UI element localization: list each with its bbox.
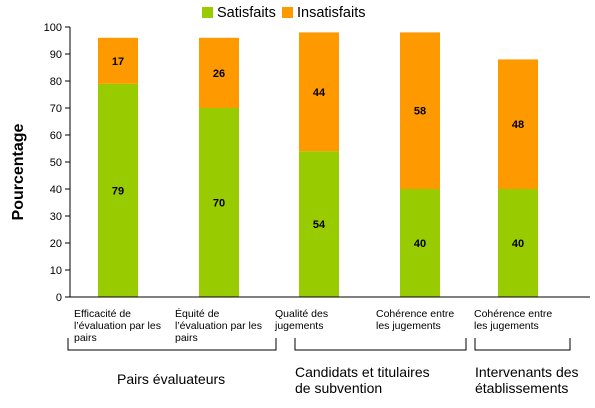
y-tick-label: 40 bbox=[50, 184, 62, 196]
x-category-label: les jugements bbox=[376, 320, 441, 332]
group-label: Intervenants des bbox=[475, 364, 579, 380]
y-tick-label: 0 bbox=[56, 292, 62, 304]
y-axis: 0 10 20 30 40 50 60 70 80 90 100 Pourcentage bbox=[10, 22, 71, 304]
category-groups: Pairs évaluateurs Candidats et titulaires… bbox=[67, 338, 579, 396]
data-label-satisfaits-3: 54 bbox=[313, 219, 326, 231]
x-category-label: Équité de bbox=[175, 307, 220, 320]
bar-satisfaits-4 bbox=[400, 189, 440, 297]
data-label-insatisfaits-5: 48 bbox=[512, 119, 524, 131]
data-label-insatisfaits-3: 44 bbox=[313, 87, 326, 99]
bars: 79 17 70 26 54 44 40 58 40 48 bbox=[98, 32, 538, 297]
y-tick-label: 50 bbox=[50, 157, 62, 169]
group-label: de subvention bbox=[295, 380, 382, 396]
legend-label-insatisfaits: Insatisfaits bbox=[297, 5, 366, 21]
bar-insatisfaits-1 bbox=[98, 37, 138, 84]
y-tick-label: 80 bbox=[50, 76, 62, 88]
bar-insatisfaits-5 bbox=[498, 59, 538, 190]
x-category-label: pairs bbox=[175, 332, 198, 344]
group-bracket bbox=[474, 338, 571, 351]
bar-insatisfaits-3 bbox=[299, 32, 339, 152]
x-category-label: Cohérence entre bbox=[376, 308, 454, 320]
data-label-insatisfaits-1: 17 bbox=[112, 56, 124, 68]
data-label-satisfaits-1: 79 bbox=[112, 185, 124, 197]
data-label-insatisfaits-2: 26 bbox=[213, 68, 225, 80]
y-tick-label: 20 bbox=[50, 238, 62, 250]
y-tick-label: 70 bbox=[50, 103, 62, 115]
data-label-satisfaits-5: 40 bbox=[512, 238, 524, 250]
x-category-label: jugements bbox=[274, 320, 323, 332]
bar-satisfaits-2 bbox=[199, 108, 239, 297]
group-bracket bbox=[67, 338, 277, 351]
bar-insatisfaits-4 bbox=[400, 32, 440, 190]
x-category-label: l’évaluation par les bbox=[175, 320, 262, 332]
y-tick-label: 60 bbox=[50, 130, 62, 142]
y-tick-label: 90 bbox=[50, 49, 62, 61]
legend-swatch-satisfaits bbox=[202, 7, 213, 18]
group-bracket bbox=[294, 338, 467, 351]
bar-satisfaits-1 bbox=[98, 83, 138, 297]
bar-satisfaits-5 bbox=[498, 189, 538, 297]
y-axis-title: Pourcentage bbox=[10, 123, 27, 220]
x-category-label: les jugements bbox=[474, 320, 539, 332]
y-tick-label: 10 bbox=[50, 265, 62, 277]
legend: Satisfaits Insatisfaits bbox=[202, 5, 366, 21]
x-category-label: pairs bbox=[74, 332, 97, 344]
data-label-satisfaits-4: 40 bbox=[414, 238, 426, 250]
legend-label-satisfaits: Satisfaits bbox=[217, 5, 276, 21]
group-label: Candidats et titulaires bbox=[295, 364, 430, 380]
y-tick-label: 30 bbox=[50, 211, 62, 223]
group-label: établissements bbox=[475, 380, 568, 396]
bar-satisfaits-3 bbox=[299, 151, 339, 297]
x-category-label: Cohérence entre bbox=[474, 308, 552, 320]
bar-insatisfaits-2 bbox=[199, 37, 239, 108]
y-tick-label: 100 bbox=[44, 22, 62, 34]
x-category-label: Qualité des bbox=[275, 308, 328, 320]
x-category-label: Efficacité de bbox=[74, 308, 131, 320]
group-label: Pairs évaluateurs bbox=[117, 371, 225, 387]
x-category-label: l’évaluation par les bbox=[74, 320, 161, 332]
data-label-satisfaits-2: 70 bbox=[213, 198, 225, 210]
x-axis: Efficacité del’évaluation par lespairsÉq… bbox=[70, 296, 590, 344]
data-label-insatisfaits-4: 58 bbox=[414, 106, 426, 118]
legend-swatch-insatisfaits bbox=[282, 7, 293, 18]
